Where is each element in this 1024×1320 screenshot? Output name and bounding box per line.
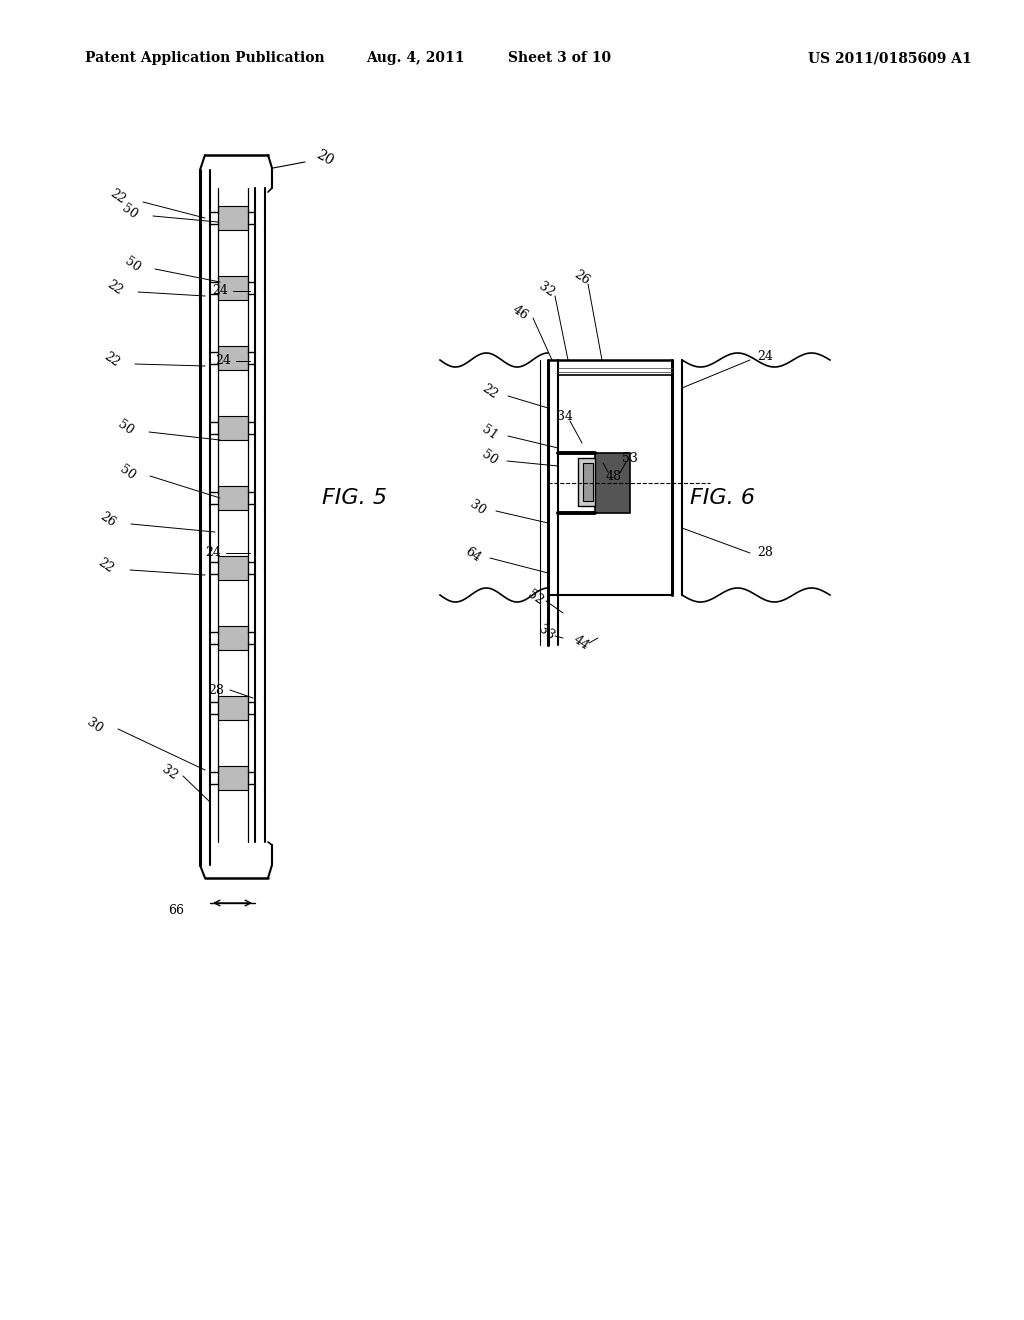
Text: 52: 52 [525, 589, 545, 607]
Text: Aug. 4, 2011: Aug. 4, 2011 [366, 51, 464, 65]
Text: 22: 22 [480, 383, 500, 401]
Text: 48: 48 [606, 470, 622, 483]
Text: 33: 33 [537, 623, 557, 643]
Text: 28: 28 [208, 684, 224, 697]
Text: 46: 46 [510, 304, 530, 323]
Bar [218, 346, 248, 370]
Text: 24: 24 [757, 350, 773, 363]
Text: Patent Application Publication: Patent Application Publication [85, 51, 325, 65]
Text: FIG. 6: FIG. 6 [689, 488, 755, 508]
Bar [218, 696, 248, 719]
Text: 32: 32 [160, 763, 180, 783]
Text: 51: 51 [480, 424, 501, 444]
Text: US 2011/0185609 A1: US 2011/0185609 A1 [808, 51, 972, 65]
Text: 50: 50 [120, 202, 140, 222]
Text: 64: 64 [463, 545, 483, 565]
Text: 32: 32 [537, 280, 557, 300]
Text: 50: 50 [123, 255, 143, 275]
Text: 50: 50 [116, 418, 136, 438]
Text: FIG. 5: FIG. 5 [323, 488, 387, 508]
Bar [218, 766, 248, 789]
Bar [218, 276, 248, 300]
Text: 24: 24 [215, 355, 231, 367]
Text: Sheet 3 of 10: Sheet 3 of 10 [509, 51, 611, 65]
Text: 50: 50 [118, 463, 138, 483]
Text: 26: 26 [97, 510, 118, 529]
Bar [218, 556, 248, 579]
Text: 20: 20 [314, 148, 336, 169]
Text: 22: 22 [96, 556, 116, 576]
Text: 34: 34 [557, 409, 573, 422]
Text: 22: 22 [104, 279, 125, 298]
Text: 53: 53 [622, 451, 638, 465]
Text: 24: 24 [205, 546, 221, 560]
Text: 28: 28 [757, 546, 773, 560]
Text: 66: 66 [168, 903, 184, 916]
Text: 22: 22 [108, 187, 128, 207]
Text: 30: 30 [85, 715, 105, 737]
Bar [595, 453, 630, 513]
Text: 22: 22 [101, 350, 122, 370]
Bar [218, 206, 248, 230]
Text: 24: 24 [212, 285, 228, 297]
Bar [218, 416, 248, 440]
Text: 44: 44 [570, 634, 591, 653]
Bar [578, 458, 595, 506]
Bar [218, 626, 248, 649]
Bar [583, 463, 593, 502]
Bar [218, 486, 248, 510]
Text: 26: 26 [571, 268, 592, 288]
Text: 30: 30 [468, 498, 488, 517]
Text: 50: 50 [480, 447, 501, 467]
